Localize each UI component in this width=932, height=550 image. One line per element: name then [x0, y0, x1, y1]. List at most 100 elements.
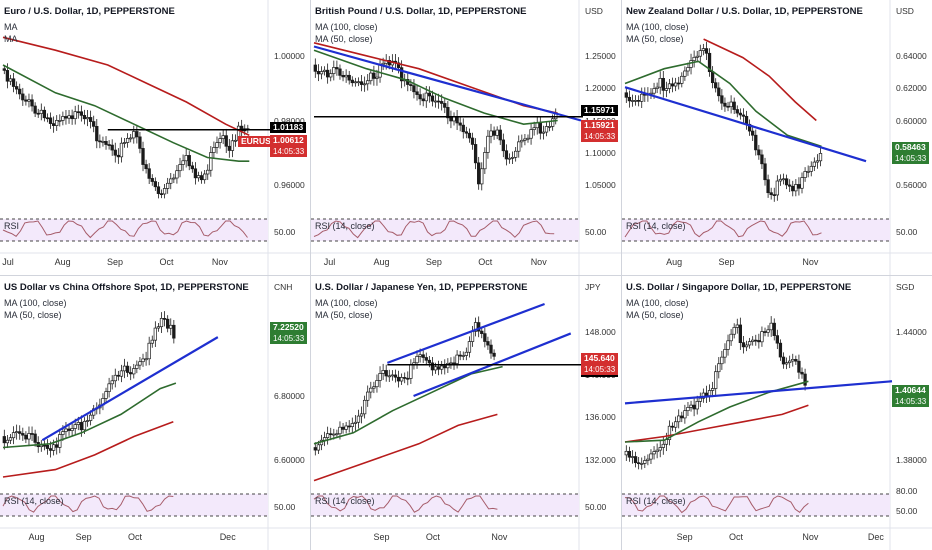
candle-body — [803, 171, 807, 178]
candle-body — [85, 420, 90, 422]
candle-body — [726, 105, 730, 108]
candle-body — [778, 178, 783, 182]
legend-entry[interactable]: MA (50, close) — [626, 34, 684, 44]
candle-body — [166, 182, 170, 189]
candle-body — [477, 322, 481, 332]
chart-panel-2[interactable]: British Pound / U.S. Dollar, 1D, PEPPERS… — [311, 0, 621, 275]
candle-body — [215, 142, 219, 148]
chart-panel-1[interactable]: Euro / U.S. Dollar, 1D, PEPPERSTONE MA MA 0… — [0, 0, 310, 275]
candle-body — [757, 340, 761, 343]
y-tick-label: 136.000 — [585, 412, 616, 423]
candle-body — [483, 152, 487, 170]
candle-body — [784, 178, 789, 186]
candle-body — [640, 463, 644, 465]
candle-body — [369, 387, 373, 393]
y-tick-label: 148.000 — [585, 326, 616, 337]
last-price-value: 0.58463 — [895, 142, 926, 153]
candle-body — [147, 342, 151, 360]
candle-body — [440, 365, 444, 370]
rsi-label[interactable]: RSI — [4, 221, 20, 231]
candle-body — [467, 341, 472, 353]
candle-body — [409, 84, 413, 87]
candle-body — [129, 137, 133, 140]
candle-body — [784, 362, 789, 365]
candle-body — [51, 123, 56, 126]
legend-entry[interactable]: MA (100, close) — [315, 22, 378, 32]
chart-panel-4[interactable]: US Dollar vs China Offshore Spot, 1D, PE… — [0, 276, 310, 550]
legend-entry[interactable]: MA (100, close) — [626, 298, 689, 308]
chart-panel-5[interactable]: U.S. Dollar / Japanese Yen, 1D, PEPPERST… — [311, 276, 621, 550]
y-tick-label: 1.20000 — [585, 83, 616, 94]
candle-body — [125, 365, 130, 373]
legend-entry[interactable]: MA (100, close) — [4, 298, 67, 308]
candle-body — [689, 60, 693, 68]
countdown-time: 14:05:33 — [273, 147, 305, 156]
rsi-label[interactable]: RSI (14, close) — [315, 221, 375, 231]
candle-body — [82, 420, 87, 431]
candle-body — [178, 164, 182, 172]
legend-entry[interactable]: MA — [4, 34, 18, 44]
candle-body — [778, 342, 783, 358]
legend-entry[interactable]: MA (100, close) — [626, 22, 689, 32]
candle-body — [433, 366, 438, 371]
candle-body — [652, 451, 656, 455]
legend-entry[interactable]: MA — [4, 22, 18, 32]
candle-body — [227, 145, 231, 151]
rsi-label[interactable]: RSI (14, close) — [626, 496, 686, 506]
candle-body — [366, 80, 370, 85]
candle-body — [424, 357, 428, 361]
rsi-band — [622, 494, 890, 516]
x-tick-label: Aug — [373, 257, 390, 267]
candle-body — [316, 70, 321, 75]
chart-panel-3[interactable]: New Zealand Dollar / U.S. Dollar, 1D, PE… — [622, 0, 932, 275]
y-tick-label: 1.38000 — [896, 455, 927, 466]
last-price-value: 145.640 — [584, 353, 615, 364]
candle-body — [751, 130, 755, 136]
candle-body — [110, 380, 114, 385]
candle-body — [723, 102, 727, 107]
candle-body — [763, 331, 767, 333]
candle-body — [446, 107, 450, 119]
currency-label: USD — [896, 6, 914, 16]
candle-body — [356, 415, 361, 423]
candle-body — [196, 175, 201, 179]
candle-body — [393, 374, 398, 378]
ma50-line — [624, 60, 822, 148]
x-tick-label: Sep — [718, 257, 735, 267]
candle-body — [162, 188, 167, 195]
candle-body — [720, 356, 724, 365]
candle-body — [464, 131, 468, 134]
candle-body — [319, 71, 324, 75]
candle-body — [55, 120, 59, 126]
legend-entry[interactable]: MA (50, close) — [315, 34, 373, 44]
legend-entry[interactable]: MA (50, close) — [315, 310, 373, 320]
candle-body — [181, 160, 185, 165]
candle-body — [449, 117, 453, 122]
candle-body — [316, 444, 321, 451]
chart-panel-6[interactable]: U.S. Dollar / Singapore Dollar, 1D, PEPP… — [622, 276, 932, 550]
candle-body — [372, 386, 376, 389]
rsi-label[interactable]: RSI (14, close) — [315, 496, 375, 506]
candle-body — [754, 339, 758, 342]
candle-body — [70, 428, 74, 431]
rsi-label[interactable]: RSI (14, close) — [626, 221, 686, 231]
candle-body — [695, 55, 699, 58]
candle-body — [812, 161, 816, 167]
candle-body — [5, 439, 10, 444]
candle-body — [67, 115, 71, 119]
candle-body — [633, 456, 638, 464]
legend-entry[interactable]: MA (50, close) — [4, 310, 62, 320]
candle-body — [125, 137, 130, 143]
candle-body — [707, 390, 712, 397]
chart-canvas — [0, 276, 310, 550]
candle-body — [381, 62, 385, 65]
rsi-label[interactable]: RSI (14, close) — [4, 496, 64, 506]
candle-body — [184, 155, 188, 162]
candle-body — [418, 94, 422, 100]
legend-entry[interactable]: MA (100, close) — [315, 298, 378, 308]
candle-body — [122, 365, 127, 372]
candle-body — [701, 392, 706, 399]
candle-body — [403, 377, 407, 379]
candle-body — [741, 342, 746, 348]
legend-entry[interactable]: MA (50, close) — [626, 310, 684, 320]
